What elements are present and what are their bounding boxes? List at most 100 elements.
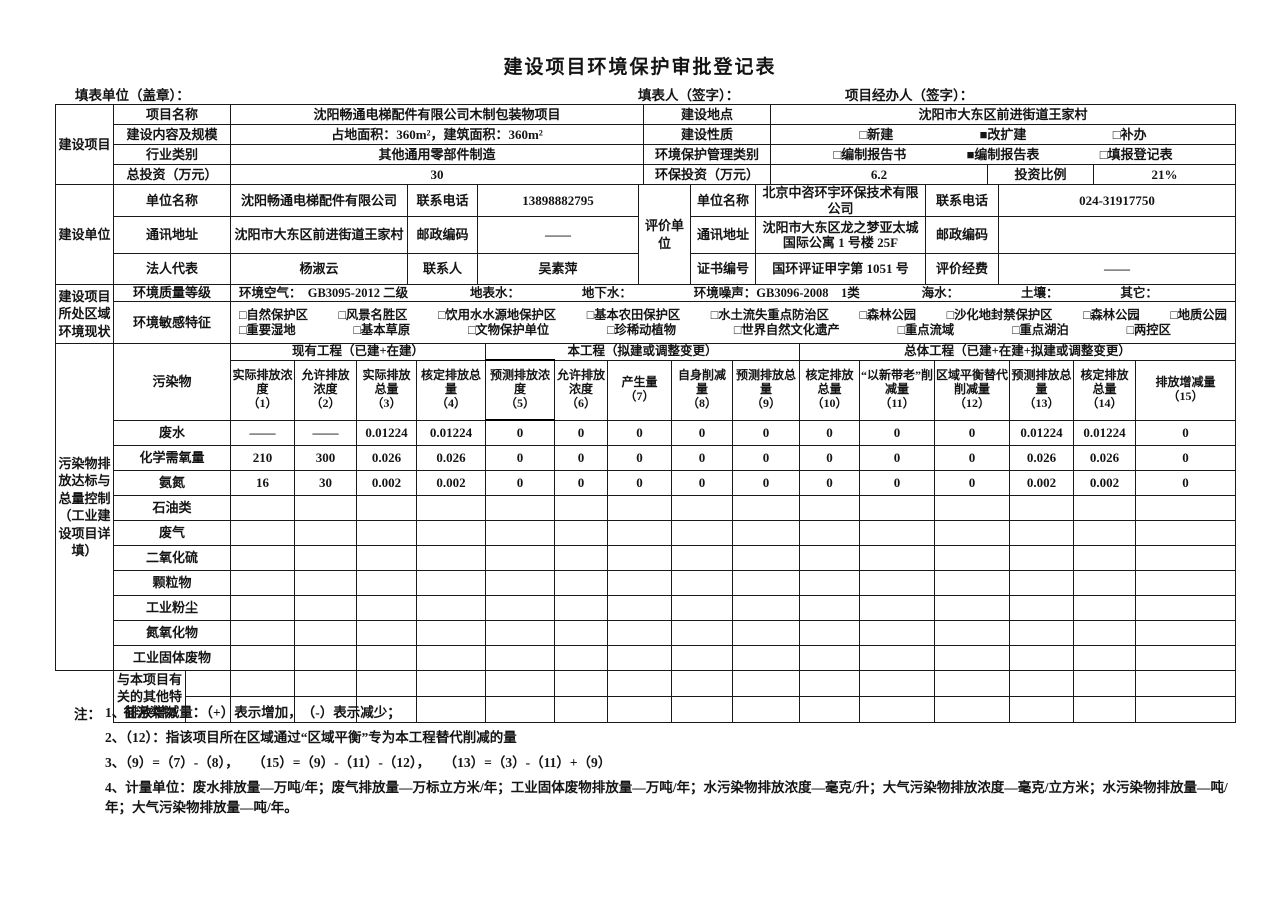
- pollutant-value-cell: [294, 545, 357, 572]
- pollutant-value-cell: [607, 570, 672, 597]
- group-header-overall: 总体工程（已建+在建+拟建或调整变更）: [799, 343, 1237, 361]
- pollutant-value-cell: [607, 545, 672, 572]
- pollutant-name: 氮氧化物: [113, 620, 231, 647]
- pollutant-column-header: 污染物: [113, 343, 231, 421]
- pollutant-value-cell: 0: [485, 419, 555, 447]
- pollutant-col-number: （5）: [504, 396, 535, 411]
- evaluator-row-label: 单位名称: [690, 183, 756, 218]
- pollutant-value-cell: [671, 645, 733, 672]
- pollutant-value-cell: [731, 595, 801, 622]
- pollutant-col-number: （14）: [1086, 396, 1123, 411]
- pollutant-value-cell: [230, 545, 295, 572]
- empty-cell: [230, 670, 295, 698]
- pollutant-value-cell: [934, 495, 1011, 522]
- pollutant-row: 工业粉尘: [56, 595, 1237, 622]
- checkbox-option: □森林公园: [859, 307, 917, 322]
- total-invest-value: 30: [230, 164, 644, 185]
- pollutant-value-cell: [554, 595, 608, 622]
- pollutant-value-cell: [294, 595, 357, 622]
- mgmt-category-label: 环境保护管理类别: [643, 144, 771, 165]
- pollutant-col-label: 核定排放总量: [420, 368, 481, 397]
- empty-cell: [934, 696, 1010, 724]
- pollutant-value-cell: 16: [230, 470, 295, 497]
- pollutant-col-label: 预测排放浓度: [489, 368, 550, 397]
- pollutant-value-cell: [731, 570, 801, 597]
- evaluator-row-value: 北京中咨环宇环保技术有限公司: [755, 183, 926, 218]
- pollutant-value-cell: [859, 495, 936, 522]
- pollutant-value-cell: [1009, 545, 1075, 572]
- pollutant-value-cell: [934, 545, 1011, 572]
- pollutant-value-cell: [731, 645, 801, 672]
- empty-cell: [416, 696, 486, 724]
- pollutant-value-cell: [799, 595, 861, 622]
- pollutant-row: 氮氧化物: [56, 620, 1237, 647]
- notes-block: 注： 1、排放增减量：（+）表示增加， （-）表示减少； 2、（12）：指该项目所…: [74, 703, 1239, 823]
- pollutant-col-header-7: 产生量 （7）: [607, 359, 672, 421]
- empty-cell: [1135, 670, 1236, 698]
- pollutant-value-cell: 0: [859, 419, 936, 447]
- pollutant-value-cell: 0: [731, 419, 801, 447]
- checkbox-option: ■编制报告表: [966, 146, 1040, 162]
- pollutant-value-cell: [607, 520, 672, 547]
- note-item: 3、（9）=（7）-（8）， （15）=（9）-（11）-（12）， （13）=…: [105, 755, 612, 770]
- content-scale-label: 建设内容及规模: [113, 124, 231, 145]
- checkbox-option: □世界自然文化遗产: [733, 322, 840, 337]
- env-quality-segment: 环境空气： GB3095-2012 二级: [239, 285, 409, 300]
- pollutant-value-cell: [799, 570, 861, 597]
- pollutant-col-label: 预测排放总量: [1011, 368, 1072, 397]
- pollutant-value-cell: 0: [1135, 419, 1237, 447]
- pollutant-col-header-3: 实际排放总量 （3）: [356, 359, 417, 421]
- pollutant-value-cell: [671, 570, 733, 597]
- empty-cell: [1009, 696, 1074, 724]
- pollutant-value-cell: 0.026: [1073, 445, 1137, 472]
- pollutant-col-number: （6）: [565, 396, 596, 411]
- pollutant-value-cell: 0: [934, 419, 1011, 447]
- builder-row-value: 沈阳畅通电梯配件有限公司: [230, 183, 408, 218]
- pollutant-value-cell: [416, 545, 486, 572]
- builder-row-label: 联系人: [407, 253, 478, 286]
- other-pollutant-row: 与本项目有关的其他特征污染物: [113, 670, 1236, 724]
- empty-cell: [859, 670, 935, 698]
- pollutant-value-cell: [1135, 620, 1237, 647]
- empty-cell: [732, 670, 800, 698]
- checkbox-option: □重要湿地: [239, 322, 296, 337]
- pollutant-value-cell: 0: [607, 445, 672, 472]
- pollutant-value-cell: 0.01224: [1073, 419, 1137, 447]
- env-invest-label: 环保投资（万元）: [643, 164, 771, 185]
- notes-items: 1、排放增减量：（+）表示增加， （-）表示减少； 2、（12）：指该项目所在区域…: [105, 703, 1239, 823]
- pollutant-col-label: 预测排放总量: [736, 368, 797, 397]
- builder-row-label: 法人代表: [113, 253, 231, 286]
- note-item: 2、（12）：指该项目所在区域通过“区域平衡”专为本工程替代削减的量: [105, 730, 517, 745]
- pollutant-col-number: （7）: [624, 389, 655, 404]
- pollutant-value-cell: [859, 570, 936, 597]
- pollutant-value-cell: [356, 645, 417, 672]
- empty-cell: [1135, 696, 1236, 724]
- section-units: 建设单位 单位名称 沈阳畅通电梯配件有限公司 联系电话 13898882795 …: [55, 183, 1236, 286]
- invest-ratio-label: 投资比例: [987, 164, 1094, 185]
- env-quality-line: 环境空气： GB3095-2012 二级 地表水： 地下水： 环境噪声：GB3096-…: [233, 286, 1233, 301]
- env-quality-segment: 地下水：: [581, 285, 632, 300]
- pollutant-row: 化学需氧量 210 300 0.026 0.026 0 0 0 0 0 0 0 0 0.026 0.026 0: [56, 445, 1237, 472]
- builder-row-label: 单位名称: [113, 183, 231, 218]
- mgmt-options: □编制报告书 ■编制报告表 □填报登记表: [773, 147, 1233, 163]
- pollutant-value-cell: [799, 520, 861, 547]
- pollutant-col-header-14: 核定排放总量 （14）: [1073, 359, 1137, 421]
- pollutant-value-cell: 0: [934, 470, 1011, 497]
- pollutant-value-cell: [416, 495, 486, 522]
- project-name-label: 项目名称: [113, 104, 231, 125]
- pollutant-value-cell: [1073, 545, 1137, 572]
- pollutant-value-cell: [1135, 520, 1237, 547]
- pollutant-col-label: 核定排放总量: [1080, 368, 1129, 397]
- nature-options: □新建 ■改扩建 □补办: [773, 127, 1233, 143]
- empty-cell: [1073, 670, 1136, 698]
- pollutant-value-cell: [607, 495, 672, 522]
- pollutant-value-cell: [230, 620, 295, 647]
- empty-cell: [934, 670, 1010, 698]
- pollutant-col-header-8: 自身削减量 （8）: [671, 359, 733, 421]
- pollutant-name: 石油类: [113, 495, 231, 522]
- pollutant-col-number: （12）: [954, 396, 991, 411]
- pollutant-value-cell: [230, 570, 295, 597]
- section-label-project: 建设项目: [55, 104, 114, 185]
- pollutant-col-number: （10）: [811, 396, 848, 411]
- pollutant-value-cell: [356, 620, 417, 647]
